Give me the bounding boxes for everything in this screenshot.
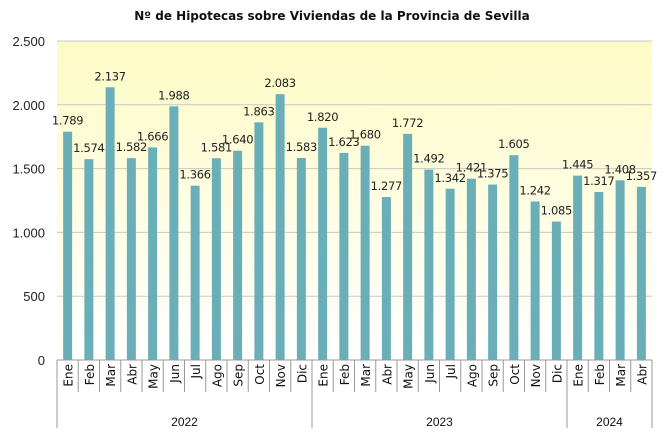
data-label: 1.242 xyxy=(519,184,550,198)
data-label: 1.666 xyxy=(137,129,168,143)
bar xyxy=(466,178,476,360)
data-label: 1.789 xyxy=(52,114,83,128)
bar xyxy=(254,122,264,361)
x-tick-label: Jun xyxy=(168,364,182,384)
x-tick-label: Dic xyxy=(550,364,564,383)
data-label: 1.680 xyxy=(349,128,380,142)
x-tick-label: Oct xyxy=(508,364,522,385)
bar xyxy=(530,201,540,360)
y-tick-label: 2.500 xyxy=(12,34,45,49)
data-label: 1.366 xyxy=(179,168,210,182)
year-label: 2023 xyxy=(426,415,453,429)
x-tick-label: Feb xyxy=(593,364,607,385)
data-label: 1.772 xyxy=(392,116,423,130)
data-label: 1.582 xyxy=(116,140,147,154)
year-label: 2022 xyxy=(171,415,198,429)
data-label: 1.445 xyxy=(562,158,593,172)
bar xyxy=(488,184,498,360)
x-tick-label: Sep xyxy=(232,364,246,387)
data-label: 1.408 xyxy=(604,162,635,176)
bar xyxy=(190,185,200,360)
x-tick-label: May xyxy=(147,364,161,389)
x-tick-label: Abr xyxy=(125,364,139,385)
bar xyxy=(275,94,285,360)
x-tick-label: Jul xyxy=(189,364,203,379)
data-label: 1.342 xyxy=(434,171,465,185)
bar xyxy=(84,159,94,360)
bar xyxy=(636,186,646,360)
x-tick-label: Feb xyxy=(338,364,352,385)
data-label: 1.317 xyxy=(583,174,614,188)
y-tick-label: 500 xyxy=(23,289,45,304)
bar xyxy=(339,152,349,360)
data-label: 1.583 xyxy=(286,140,317,154)
x-tick-label: Abr xyxy=(635,364,649,385)
bar xyxy=(105,87,115,361)
data-label: 1.581 xyxy=(201,140,232,154)
bar xyxy=(360,145,370,360)
bar xyxy=(551,221,561,360)
y-tick-label: 1.500 xyxy=(12,162,45,177)
bar xyxy=(211,158,221,360)
bar xyxy=(148,147,158,360)
chart-title: Nº de Hipotecas sobre Viviendas de la Pr… xyxy=(134,9,530,23)
data-label: 1.357 xyxy=(626,169,657,183)
y-tick-label: 2.000 xyxy=(12,98,45,113)
bar xyxy=(296,158,306,360)
x-tick-label: Sep xyxy=(487,364,501,387)
data-label: 1.640 xyxy=(222,133,253,147)
bar xyxy=(445,188,455,360)
x-tick-label: Ago xyxy=(465,364,479,387)
data-label: 1.623 xyxy=(328,135,359,149)
bar xyxy=(573,175,583,360)
x-tick-label: Feb xyxy=(83,364,97,385)
data-label: 1.988 xyxy=(158,88,189,102)
data-label: 2.083 xyxy=(264,76,295,90)
bar xyxy=(509,155,519,360)
x-tick-label: Jul xyxy=(444,364,458,379)
x-tick-label: Dic xyxy=(295,364,309,383)
data-label: 1.277 xyxy=(371,179,402,193)
data-label: 1.820 xyxy=(307,110,338,124)
bar xyxy=(381,197,391,360)
x-tick-label: Oct xyxy=(253,364,267,385)
bar xyxy=(169,106,179,360)
data-label: 1.375 xyxy=(477,167,508,181)
bar xyxy=(63,131,73,360)
x-tick-label: Mar xyxy=(104,364,118,387)
bar xyxy=(403,133,413,360)
data-label: 1.085 xyxy=(541,204,572,218)
x-tick-label: Abr xyxy=(380,364,394,385)
year-label: 2024 xyxy=(596,415,623,429)
x-tick-label: May xyxy=(402,364,416,389)
data-label: 1.863 xyxy=(243,104,274,118)
data-label: 1.421 xyxy=(456,161,487,175)
data-label: 1.605 xyxy=(498,137,529,151)
x-tick-label: Jun xyxy=(423,364,437,384)
x-tick-label: Ene xyxy=(62,364,76,387)
x-tick-label: Ene xyxy=(572,364,586,387)
bar xyxy=(233,150,243,360)
x-tick-label: Mar xyxy=(359,364,373,387)
bar xyxy=(424,169,434,360)
x-tick-label: Nov xyxy=(274,364,288,387)
bar xyxy=(594,191,604,360)
bar xyxy=(318,127,328,360)
x-tick-label: Ago xyxy=(210,364,224,387)
y-tick-label: 1.000 xyxy=(12,225,45,240)
bar xyxy=(126,158,136,360)
data-label: 1.492 xyxy=(413,152,444,166)
bar xyxy=(615,180,625,360)
data-label: 2.137 xyxy=(94,69,125,83)
x-tick-label: Mar xyxy=(614,364,628,387)
y-tick-label: 0 xyxy=(38,353,45,368)
plot-area xyxy=(57,41,652,360)
x-tick-label: Ene xyxy=(317,364,331,387)
x-tick-label: Nov xyxy=(529,364,543,387)
data-label: 1.574 xyxy=(73,141,104,155)
